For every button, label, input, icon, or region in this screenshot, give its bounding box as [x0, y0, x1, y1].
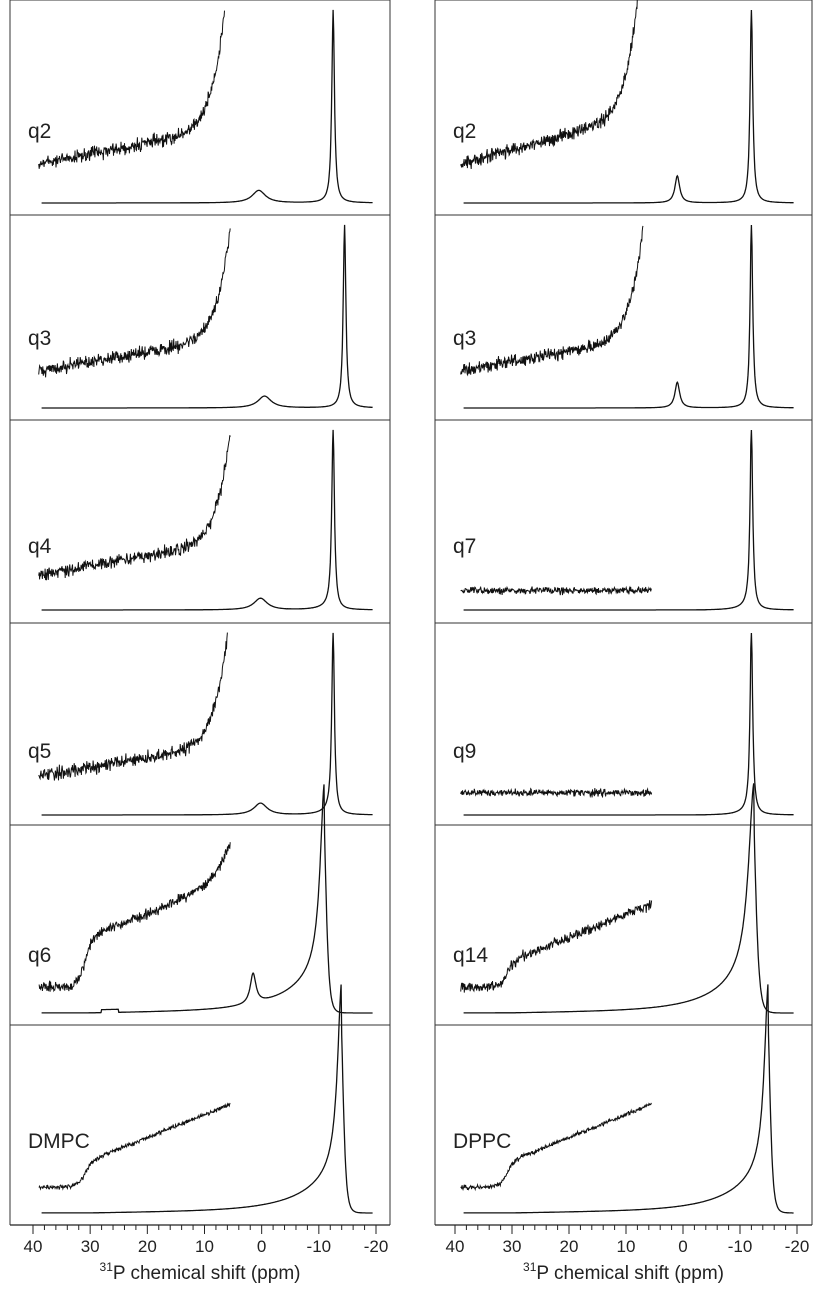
spectrum-trace	[41, 224, 373, 409]
panel-label: q2	[28, 120, 51, 143]
x-tick-label: 40	[24, 1237, 43, 1256]
panel-label: q5	[28, 740, 51, 763]
inset-noise-trace	[460, 0, 638, 170]
panel-label: q3	[453, 327, 476, 350]
x-tick-label: 0	[257, 1237, 266, 1256]
panel-label: DPPC	[453, 1130, 511, 1153]
spectrum-trace	[463, 632, 794, 816]
inset-noise-trace	[38, 10, 225, 169]
x-tick-label: 10	[617, 1237, 636, 1256]
spectrum-panel-right-dppc: DPPC	[434, 984, 813, 1225]
spectrum-panel-left-q3: q3	[9, 214, 391, 421]
panel-label: q4	[28, 535, 52, 558]
panel-border	[434, 824, 813, 1026]
x-tick-label: -20	[785, 1237, 810, 1256]
panel-border	[9, 824, 391, 1026]
spectrum-trace	[463, 984, 794, 1214]
inset-noise-trace	[460, 787, 653, 799]
spectrum-panel-right-q7: q7	[434, 419, 813, 624]
spectrum-trace	[41, 9, 373, 204]
x-axis: 40 30 20 10 0 -10 -20 31P chemical shift (ppm)	[435, 1224, 812, 1284]
inset-noise-trace	[38, 435, 231, 581]
panel-label: q2	[453, 120, 476, 143]
spectrum-trace	[463, 224, 794, 409]
x-tick-label: -20	[364, 1237, 389, 1256]
panel-label: q9	[453, 740, 476, 763]
inset-noise-trace	[460, 225, 644, 377]
x-tick-label: 30	[503, 1237, 522, 1256]
spectrum-panel-left-q2: q2	[9, 0, 391, 216]
x-tick-label: 40	[446, 1237, 465, 1256]
inset-noise-trace	[38, 1102, 231, 1191]
left-column: q2 q3 q4 q5 q6 DMPC 40 30 20 10 0 -10 -20 31P chemica…	[9, 0, 391, 1284]
spectrum-trace	[463, 783, 794, 1014]
panel-label: q6	[28, 944, 51, 967]
x-axis-title: 31P chemical shift (ppm)	[523, 1260, 724, 1284]
spectrum-trace	[41, 984, 373, 1214]
inset-noise-trace	[460, 900, 653, 993]
panel-border	[434, 0, 813, 216]
spectrum-trace	[463, 9, 794, 204]
inset-noise-trace	[38, 632, 228, 781]
spectrum-panel-right-q9: q9	[434, 622, 813, 826]
x-tick-label: 0	[678, 1237, 687, 1256]
spectrum-trace	[463, 429, 794, 611]
inset-noise-trace	[460, 585, 652, 596]
x-tick-label: -10	[307, 1237, 332, 1256]
spectrum-panel-right-q14: q14	[434, 783, 813, 1026]
spectrum-panel-left-q4: q4	[9, 419, 391, 624]
panel-label: q3	[28, 327, 51, 350]
panel-label: q14	[453, 944, 488, 967]
spectrum-panel-left-q6: q6	[9, 784, 391, 1026]
inset-noise-trace	[38, 842, 231, 993]
panel-border	[9, 214, 391, 421]
inset-noise-trace	[460, 1102, 652, 1192]
spectrum-panel-right-q3: q3	[434, 214, 813, 421]
panel-label: DMPC	[28, 1130, 90, 1153]
x-tick-label: 30	[81, 1237, 100, 1256]
x-tick-label: 20	[138, 1237, 157, 1256]
inset-noise-trace	[38, 228, 231, 378]
spectrum-panel-left-q5: q5	[9, 622, 391, 826]
spectrum-trace	[41, 784, 373, 1014]
x-axis: 40 30 20 10 0 -10 -20 31P chemical shift (ppm)	[10, 1224, 390, 1284]
panel-border	[9, 1024, 391, 1225]
right-column: q2 q3 q7 q9 q14 DPPC 40 30 20 10 0 -10 -20 31P chemic…	[434, 0, 813, 1284]
spectrum-panel-right-q2: q2	[434, 0, 813, 216]
x-axis-title: 31P chemical shift (ppm)	[100, 1260, 301, 1284]
panel-label: q7	[453, 535, 476, 558]
x-tick-label: 10	[195, 1237, 214, 1256]
spectrum-panel-left-dmpc: DMPC	[9, 984, 391, 1225]
spectrum-trace	[41, 429, 373, 611]
spectrum-trace	[41, 632, 373, 816]
x-tick-label: -10	[728, 1237, 753, 1256]
x-tick-label: 20	[560, 1237, 579, 1256]
panel-border	[434, 1024, 813, 1225]
